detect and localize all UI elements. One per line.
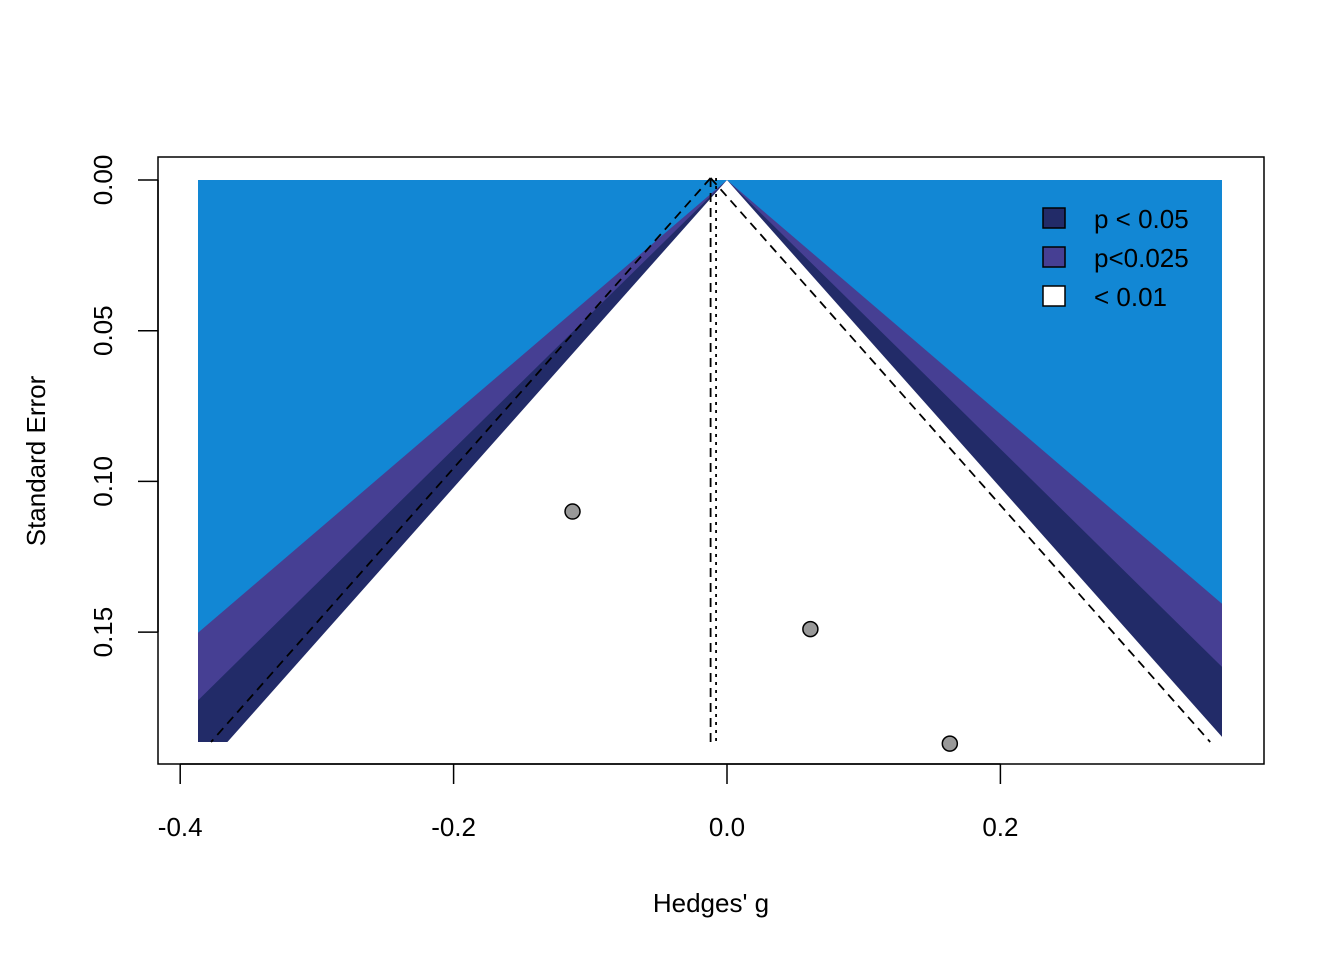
legend-swatch <box>1042 246 1066 268</box>
funnel-line-left <box>210 177 712 743</box>
y-tick-label: 0.10 <box>88 456 118 507</box>
legend-swatch <box>1042 285 1066 307</box>
contour-region-right <box>727 180 1222 742</box>
y-axis: 0.00 0.05 0.10 0.15 <box>88 155 159 658</box>
x-tick-label: 0.0 <box>709 812 745 842</box>
x-tick-label: -0.2 <box>431 812 476 842</box>
legend-label: p < 0.05 <box>1094 204 1189 234</box>
contour-region-left <box>227 180 727 742</box>
y-tick-label: 0.05 <box>88 305 118 356</box>
data-point <box>564 503 581 520</box>
legend-label: < 0.01 <box>1094 282 1167 312</box>
legend: p < 0.05 p<0.025 < 0.01 <box>1042 204 1189 312</box>
data-point <box>802 620 819 638</box>
legend-label: p<0.025 <box>1094 243 1189 273</box>
data-points <box>564 503 959 752</box>
y-tick-label: 0.00 <box>88 155 118 206</box>
x-tick-label: 0.2 <box>982 812 1018 842</box>
legend-swatch <box>1042 207 1066 229</box>
y-tick-label: 0.15 <box>88 607 118 658</box>
x-axis-title: Hedges' g <box>653 888 769 918</box>
reference-lines <box>210 177 1211 743</box>
data-point <box>941 735 959 752</box>
contour-regions <box>198 180 1222 742</box>
x-axis: -0.4 -0.2 0.0 0.2 <box>158 763 1018 842</box>
funnel-line-right <box>709 177 1211 743</box>
y-axis-title: Standard Error <box>21 375 51 546</box>
x-tick-label: -0.4 <box>158 812 203 842</box>
